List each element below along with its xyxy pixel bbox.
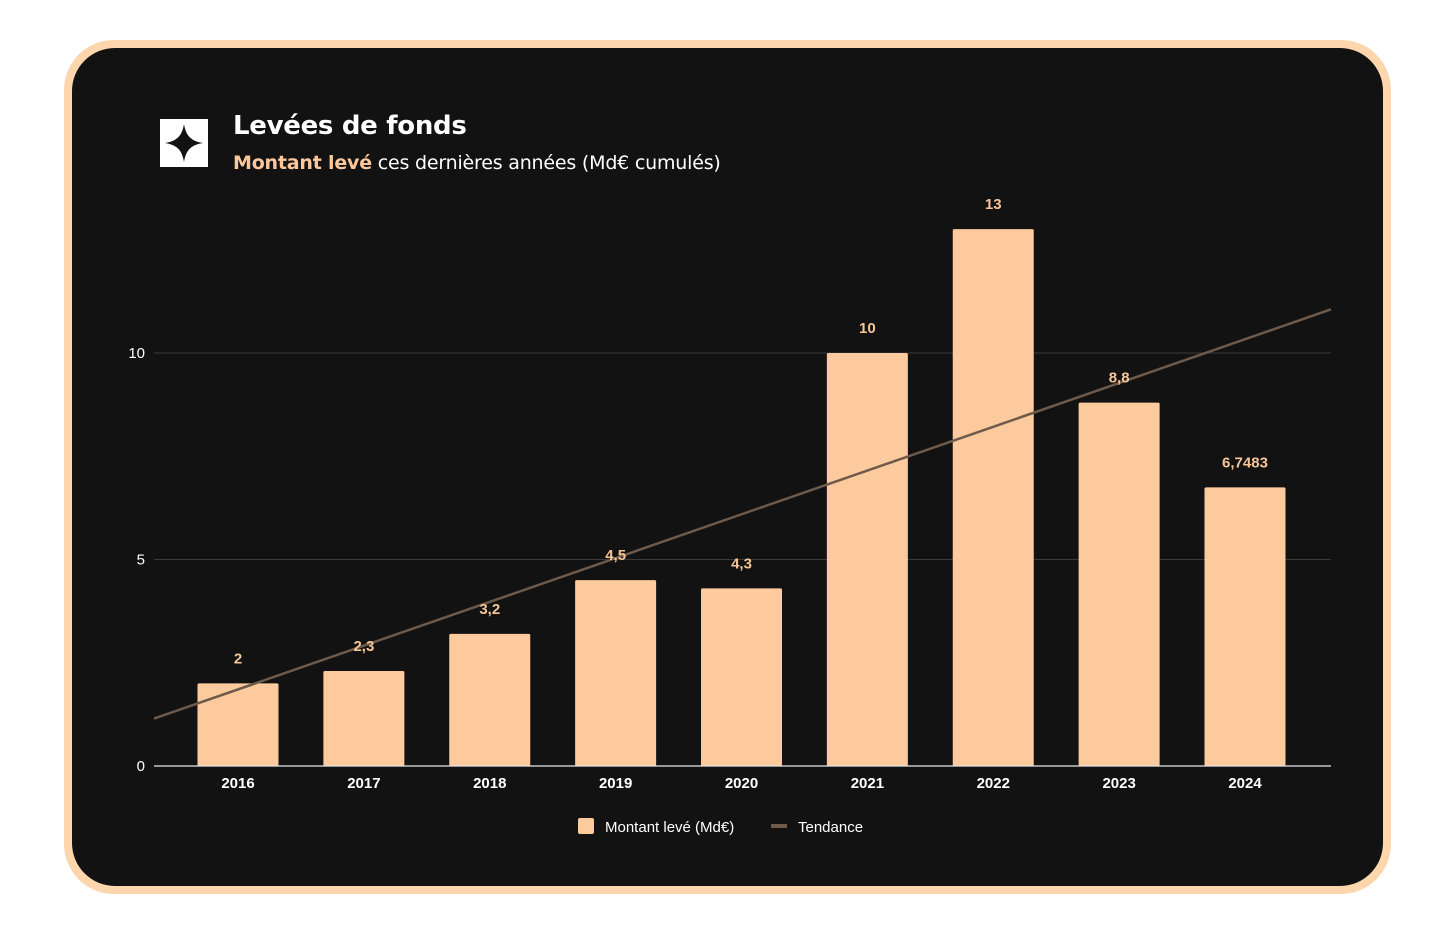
x-tick-label-2023: 2023 [1102, 775, 1135, 792]
chart-card: Levées de fonds Montant levé ces dernièr… [72, 48, 1383, 886]
axis-layer: 0 5 10 2016 2017 2018 2019 2020 2021 2022 2023 2024 [128, 345, 1331, 792]
chart-subtitle: Montant levé ces dernières années (Md€ c… [233, 152, 721, 174]
bar-2022 [952, 229, 1034, 767]
bar-2021 [826, 353, 908, 766]
x-tick-label-2020: 2020 [725, 775, 758, 792]
x-tick-label-2018: 2018 [473, 775, 506, 792]
data-label-2018: 3,2 [479, 601, 500, 618]
x-tick-label-2021: 2021 [851, 775, 884, 792]
legend: Montant levé (Md€) Tendance [578, 818, 863, 836]
legend-label-bar: Montant levé (Md€) [605, 819, 734, 836]
bar-2020 [701, 588, 782, 766]
data-label-2021: 10 [859, 320, 876, 337]
x-tick-label-2016: 2016 [221, 775, 254, 792]
bar-2017 [323, 671, 405, 766]
y-tick-label: 5 [137, 552, 145, 569]
data-label-2022: 13 [985, 196, 1002, 213]
bar-2024 [1204, 487, 1286, 766]
bar-chart: 2 2,3 3,2 4,5 4,3 10 13 8,8 6,7483 0 5 10 2016 2017 2… [128, 196, 1332, 836]
trend-layer [153, 308, 1332, 720]
subtitle-highlight: Montant levé [233, 152, 372, 174]
label-layer: 2 2,3 3,2 4,5 4,3 10 13 8,8 6,7483 [234, 196, 1268, 667]
legend-label-trend: Tendance [798, 819, 863, 836]
y-tick-label: 0 [137, 758, 145, 775]
legend-swatch-bar [578, 818, 594, 834]
data-label-2024: 6,7483 [1222, 454, 1268, 471]
data-label-2019: 4,5 [605, 547, 626, 564]
data-label-2017: 2,3 [353, 638, 374, 655]
y-tick-label: 10 [128, 345, 145, 362]
x-tick-label-2024: 2024 [1228, 775, 1262, 792]
bar-2016 [197, 683, 279, 766]
x-tick-label-2019: 2019 [599, 775, 632, 792]
bar-2019 [575, 580, 657, 766]
bar-2023 [1078, 402, 1160, 766]
chart-title: Levées de fonds [233, 111, 467, 141]
data-label-2016: 2 [234, 650, 242, 667]
x-tick-label-2022: 2022 [977, 775, 1010, 792]
bar-2018 [449, 633, 531, 766]
subtitle-rest: ces dernières années (Md€ cumulés) [371, 152, 721, 174]
x-tick-label-2017: 2017 [347, 775, 380, 792]
bar-layer [197, 229, 1286, 767]
chart-frame: Levées de fonds Montant levé ces dernièr… [64, 40, 1391, 894]
data-label-2023: 8,8 [1109, 370, 1130, 387]
sparkle-icon [160, 119, 208, 167]
trend-line [153, 308, 1332, 720]
data-label-2020: 4,3 [731, 555, 752, 572]
